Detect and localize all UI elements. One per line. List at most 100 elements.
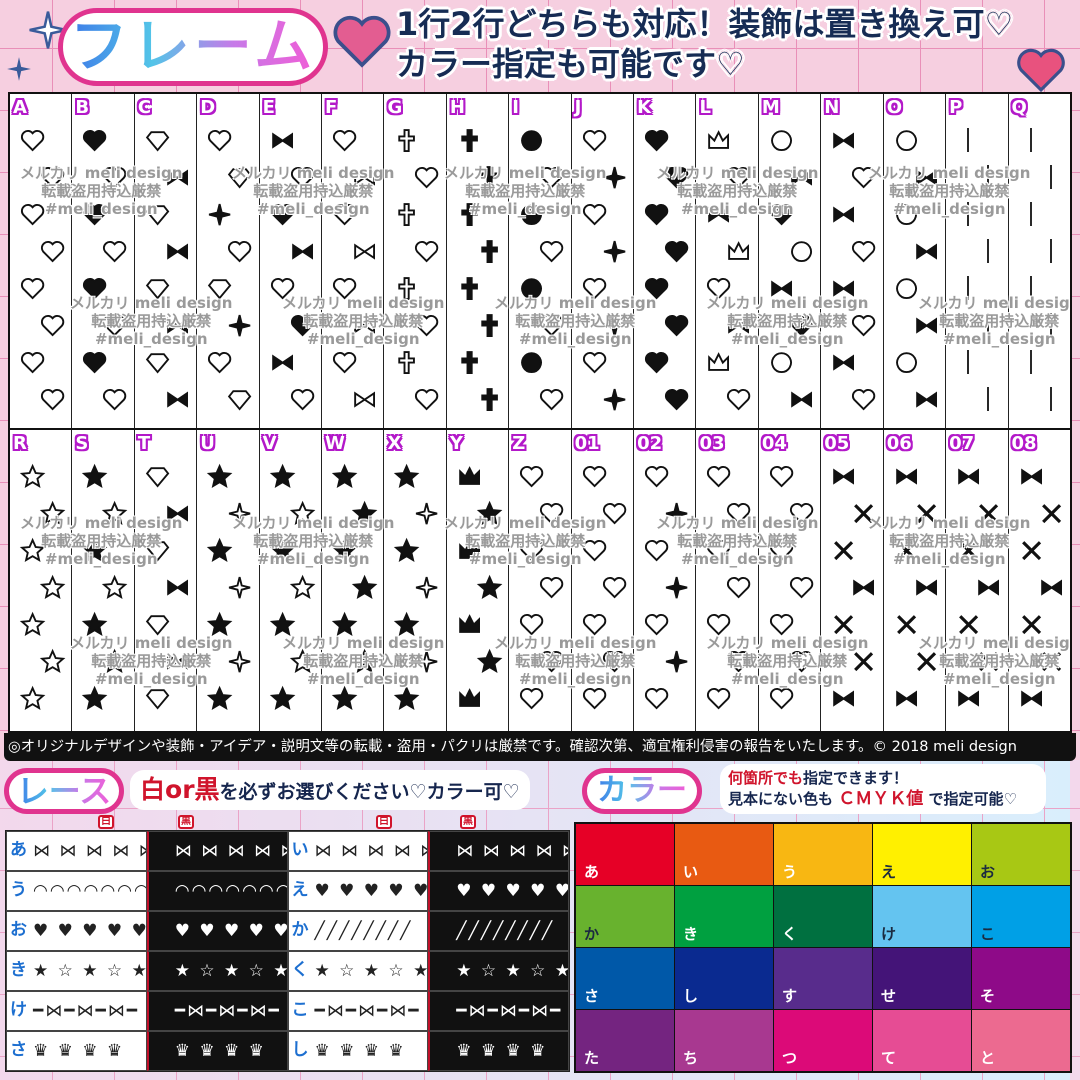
frame-option-q[interactable]: Q xyxy=(1009,94,1070,428)
frame-label: A xyxy=(13,97,27,118)
color-swatch-つ[interactable]: つ xyxy=(774,1010,872,1071)
frame-label: X xyxy=(387,433,402,454)
color-swatch-こ[interactable]: こ xyxy=(972,886,1070,947)
color-swatch-そ[interactable]: そ xyxy=(972,948,1070,1009)
frame-option-w[interactable]: W xyxy=(322,430,385,731)
color-swatch-せ[interactable]: せ xyxy=(873,948,971,1009)
lace-option-か-white[interactable]: か ╱╱╱╱╱╱╱╱ xyxy=(287,911,429,951)
frame-option-02[interactable]: 02 xyxy=(634,430,697,731)
bow-icon xyxy=(791,391,812,408)
frame-option-p[interactable]: P xyxy=(946,94,1009,428)
cross-icon xyxy=(481,314,498,338)
frame-option-s[interactable]: S xyxy=(72,430,135,731)
color-swatch-ち[interactable]: ち xyxy=(675,1010,773,1071)
frame-option-a[interactable]: A xyxy=(10,94,73,428)
frame-option-08[interactable]: 08 xyxy=(1009,430,1070,731)
heart-icon xyxy=(665,315,689,337)
frame-option-u[interactable]: U xyxy=(197,430,260,731)
color-swatch-し[interactable]: し xyxy=(675,948,773,1009)
frame-option-b[interactable]: B xyxy=(72,94,135,428)
star-sparkle-motif xyxy=(207,463,251,710)
heart-icon xyxy=(645,688,669,710)
color-swatch-さ[interactable]: さ xyxy=(576,948,674,1009)
frame-option-g[interactable]: G xyxy=(384,94,447,428)
lace-option-け-white[interactable]: け ━⋈━⋈━⋈━ xyxy=(6,991,147,1031)
color-swatch-い[interactable]: い xyxy=(675,824,773,885)
frame-option-t[interactable]: T xyxy=(135,430,198,731)
color-swatch-く[interactable]: く xyxy=(774,886,872,947)
lace-option-え-black[interactable]: え♥ ♥ ♥ ♥ ♥ xyxy=(428,871,569,911)
lace-option-き-white[interactable]: き ★ ☆ ★ ☆ ★ xyxy=(6,951,147,991)
lace-option-さ-white[interactable]: さ ♛ ♛ ♛ ♛ xyxy=(6,1031,147,1071)
frame-option-j[interactable]: J xyxy=(572,94,635,428)
color-swatch-き[interactable]: き xyxy=(675,886,773,947)
frame-option-i[interactable]: I xyxy=(509,94,572,428)
frame-option-01[interactable]: 01 xyxy=(572,430,635,731)
frame-label: T xyxy=(137,433,151,454)
frame-option-03[interactable]: 03 xyxy=(696,430,759,731)
frame-option-n[interactable]: N xyxy=(821,94,884,428)
bow-icon xyxy=(271,354,293,371)
color-swatch-す[interactable]: す xyxy=(774,948,872,1009)
bow-icon xyxy=(1040,579,1062,596)
x-icon xyxy=(1041,504,1061,524)
lace-option-お-black[interactable]: お♥ ♥ ♥ ♥ ♥ xyxy=(146,911,288,951)
frame-option-f[interactable]: F xyxy=(322,94,385,428)
color-swatch-た[interactable]: た xyxy=(576,1010,674,1071)
frame-option-o[interactable]: O xyxy=(884,94,947,428)
lace-option-あ-white[interactable]: あ ⋈ ⋈ ⋈ ⋈ ⋈ xyxy=(6,831,147,871)
frame-option-x[interactable]: X xyxy=(384,430,447,731)
frame-option-v[interactable]: V xyxy=(260,430,323,731)
color-swatch-け[interactable]: け xyxy=(873,886,971,947)
crown-icon xyxy=(459,614,480,633)
star-icon xyxy=(331,611,358,636)
frame-option-06[interactable]: 06 xyxy=(884,430,947,731)
lace-option-う-white[interactable]: う ◠◠◠◠◠◠◠ xyxy=(6,871,147,911)
frame-option-c[interactable]: C xyxy=(135,94,198,428)
lace-option-く-white[interactable]: く ★ ☆ ★ ☆ ★ xyxy=(287,951,429,991)
sparkle-icon xyxy=(603,240,625,263)
lace-option-し-black[interactable]: し♛ ♛ ♛ ♛ xyxy=(428,1031,569,1071)
cross-bat-motif xyxy=(398,129,439,411)
scallop-lace-icon: ◠◠◠◠◠◠◠ xyxy=(33,881,147,901)
lace-option-く-black[interactable]: く★ ☆ ★ ☆ ★ xyxy=(428,951,569,991)
x-icon xyxy=(916,652,936,672)
color-swatch-え[interactable]: え xyxy=(873,824,971,885)
color-swatch-と[interactable]: と xyxy=(972,1010,1070,1071)
frame-option-z[interactable]: Z xyxy=(509,430,572,731)
lace-option-い-black[interactable]: い⋈ ⋈ ⋈ ⋈ ⋈ xyxy=(428,831,569,871)
frame-option-m[interactable]: M xyxy=(759,94,822,428)
lace-option-こ-white[interactable]: こ ━⋈━⋈━⋈━ xyxy=(287,991,429,1031)
frame-option-07[interactable]: 07 xyxy=(946,430,1009,731)
frame-option-l[interactable]: L xyxy=(696,94,759,428)
frame-option-05[interactable]: 05 xyxy=(821,430,884,731)
color-swatch-か[interactable]: か xyxy=(576,886,674,947)
frame-option-e[interactable]: E xyxy=(260,94,323,428)
frame-option-d[interactable]: D xyxy=(197,94,260,428)
lace-option-え-white[interactable]: え ♥ ♥ ♥ ♥ ♥ xyxy=(287,871,429,911)
frame-option-r[interactable]: R xyxy=(10,430,73,731)
heart-icon xyxy=(332,278,357,300)
lace-option-さ-black[interactable]: さ♛ ♛ ♛ ♛ xyxy=(146,1031,288,1071)
frame-label: 08 xyxy=(1011,433,1037,454)
color-swatch-お[interactable]: お xyxy=(972,824,1070,885)
lace-option-い-white[interactable]: い ⋈ ⋈ ⋈ ⋈ ⋈ xyxy=(287,831,429,871)
lace-option-う-black[interactable]: う◠◠◠◠◠◠◠ xyxy=(146,871,288,911)
lace-option-け-black[interactable]: け━⋈━⋈━⋈━ xyxy=(146,991,288,1031)
color-swatch-う[interactable]: う xyxy=(774,824,872,885)
lace-option-お-white[interactable]: お ♥ ♥ ♥ ♥ ♥ xyxy=(6,911,147,951)
lace-option-し-white[interactable]: し ♛ ♛ ♛ ♛ xyxy=(287,1031,429,1071)
frame-option-y[interactable]: Y xyxy=(447,430,510,731)
lace-option-か-black[interactable]: か╱╱╱╱╱╱╱╱ xyxy=(428,911,569,951)
cmyk-text: ＣＭＹＫ値 xyxy=(838,789,924,809)
lace-option-あ-black[interactable]: あ⋈ ⋈ ⋈ ⋈ ⋈ xyxy=(146,831,288,871)
lace-key: く xyxy=(291,960,309,980)
frame-option-h[interactable]: H xyxy=(447,94,510,428)
lace-option-こ-black[interactable]: こ━⋈━⋈━⋈━ xyxy=(428,991,569,1031)
frame-option-04[interactable]: 04 xyxy=(759,430,822,731)
color-swatch-て[interactable]: て xyxy=(873,1010,971,1071)
frame-option-k[interactable]: K xyxy=(634,94,697,428)
heart-icon xyxy=(20,278,45,300)
lace-option-き-black[interactable]: き★ ☆ ★ ☆ ★ xyxy=(146,951,288,991)
color-swatch-あ[interactable]: あ xyxy=(576,824,674,885)
